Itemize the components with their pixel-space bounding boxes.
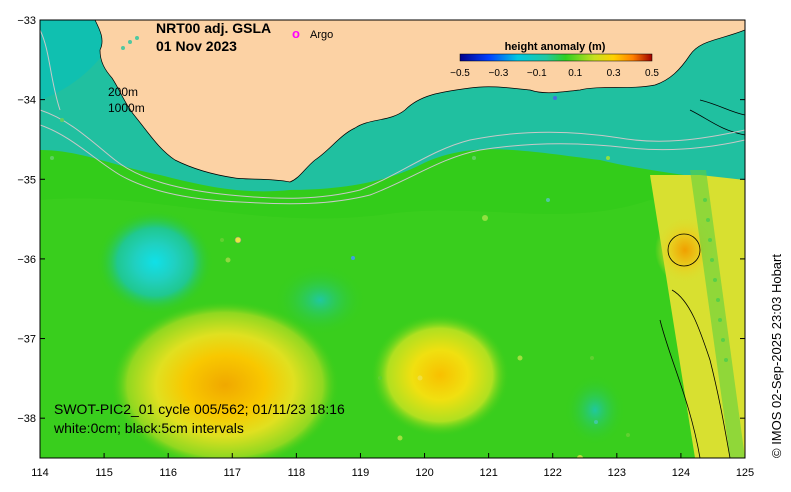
- colorbar-tick-label: −0.3: [489, 68, 509, 79]
- date-title: 01 Nov 2023: [156, 38, 237, 54]
- isobath-west: [40, 29, 61, 111]
- x-tick-label: 114: [31, 467, 49, 479]
- contour-info: white:0cm; black:5cm intervals: [53, 420, 244, 436]
- warm-eddy-1: [110, 300, 340, 458]
- isobath-1000m: [40, 124, 745, 205]
- x-tick-label: 115: [95, 467, 113, 479]
- colorbar-title: height anomaly (m): [505, 41, 606, 53]
- x-axis: 114 115 116 117 118 119 120 121 122 123 124 125: [31, 453, 754, 479]
- west-anomaly: [40, 20, 120, 100]
- colorbar-tick-label: 0.1: [568, 68, 582, 79]
- swot-nadir-track: [703, 198, 728, 362]
- isobath-200m: [40, 109, 745, 199]
- y-tick-label: −35: [17, 174, 36, 186]
- x-tick-label: 117: [223, 467, 241, 479]
- swot-pass-info: SWOT-PIC2_01 cycle 005/562; 01/11/23 18:…: [54, 401, 345, 417]
- swot-contours: [659, 99, 745, 458]
- isobath-label-1000m: 1000m: [108, 101, 145, 115]
- cool-patch-2: [565, 375, 625, 445]
- x-tick-label: 116: [159, 467, 177, 479]
- colorbar-tick-label: 0.3: [607, 68, 621, 79]
- colorbar-ticks: −0.5 −0.3 −0.1 0.1 0.3 0.5: [450, 68, 659, 79]
- warm-eddy-2: [370, 313, 510, 437]
- x-tick-label: 121: [479, 467, 497, 479]
- colorbar: [459, 53, 653, 62]
- swot-gap: [690, 170, 745, 458]
- x-tick-label: 123: [608, 467, 626, 479]
- x-tick-label: 118: [288, 467, 306, 479]
- y-axis: −33 −34 −35 −36 −37 −38: [17, 15, 745, 425]
- cold-eddy: [97, 210, 213, 314]
- x-tick-label: 122: [544, 467, 562, 479]
- cool-patch: [275, 265, 365, 335]
- colorbar-tick-label: −0.5: [450, 68, 470, 79]
- x-tick-label: 124: [672, 467, 690, 479]
- colorbar-tick-label: −0.1: [527, 68, 547, 79]
- x-tick-label: 120: [415, 467, 433, 479]
- y-tick-label: −38: [17, 413, 36, 425]
- product-title: NRT00 adj. GSLA: [156, 20, 271, 36]
- x-tick-label: 119: [352, 467, 370, 479]
- copyright-credit: © IMOS 02-Sep-2025 23:03 Hobart: [769, 254, 784, 458]
- x-tick-label: 125: [736, 467, 754, 479]
- argo-label: Argo: [310, 29, 333, 41]
- y-tick-label: −37: [17, 334, 36, 346]
- float-markers: [50, 36, 630, 458]
- y-tick-label: −34: [17, 95, 36, 107]
- y-tick-label: −33: [17, 15, 36, 27]
- colorbar-tick-label: 0.5: [645, 68, 659, 79]
- plot-frame: [39, 19, 746, 459]
- y-tick-label: −36: [17, 254, 36, 266]
- argo-marker-icon: o: [292, 26, 300, 41]
- isobath-label-200m: 200m: [108, 85, 138, 99]
